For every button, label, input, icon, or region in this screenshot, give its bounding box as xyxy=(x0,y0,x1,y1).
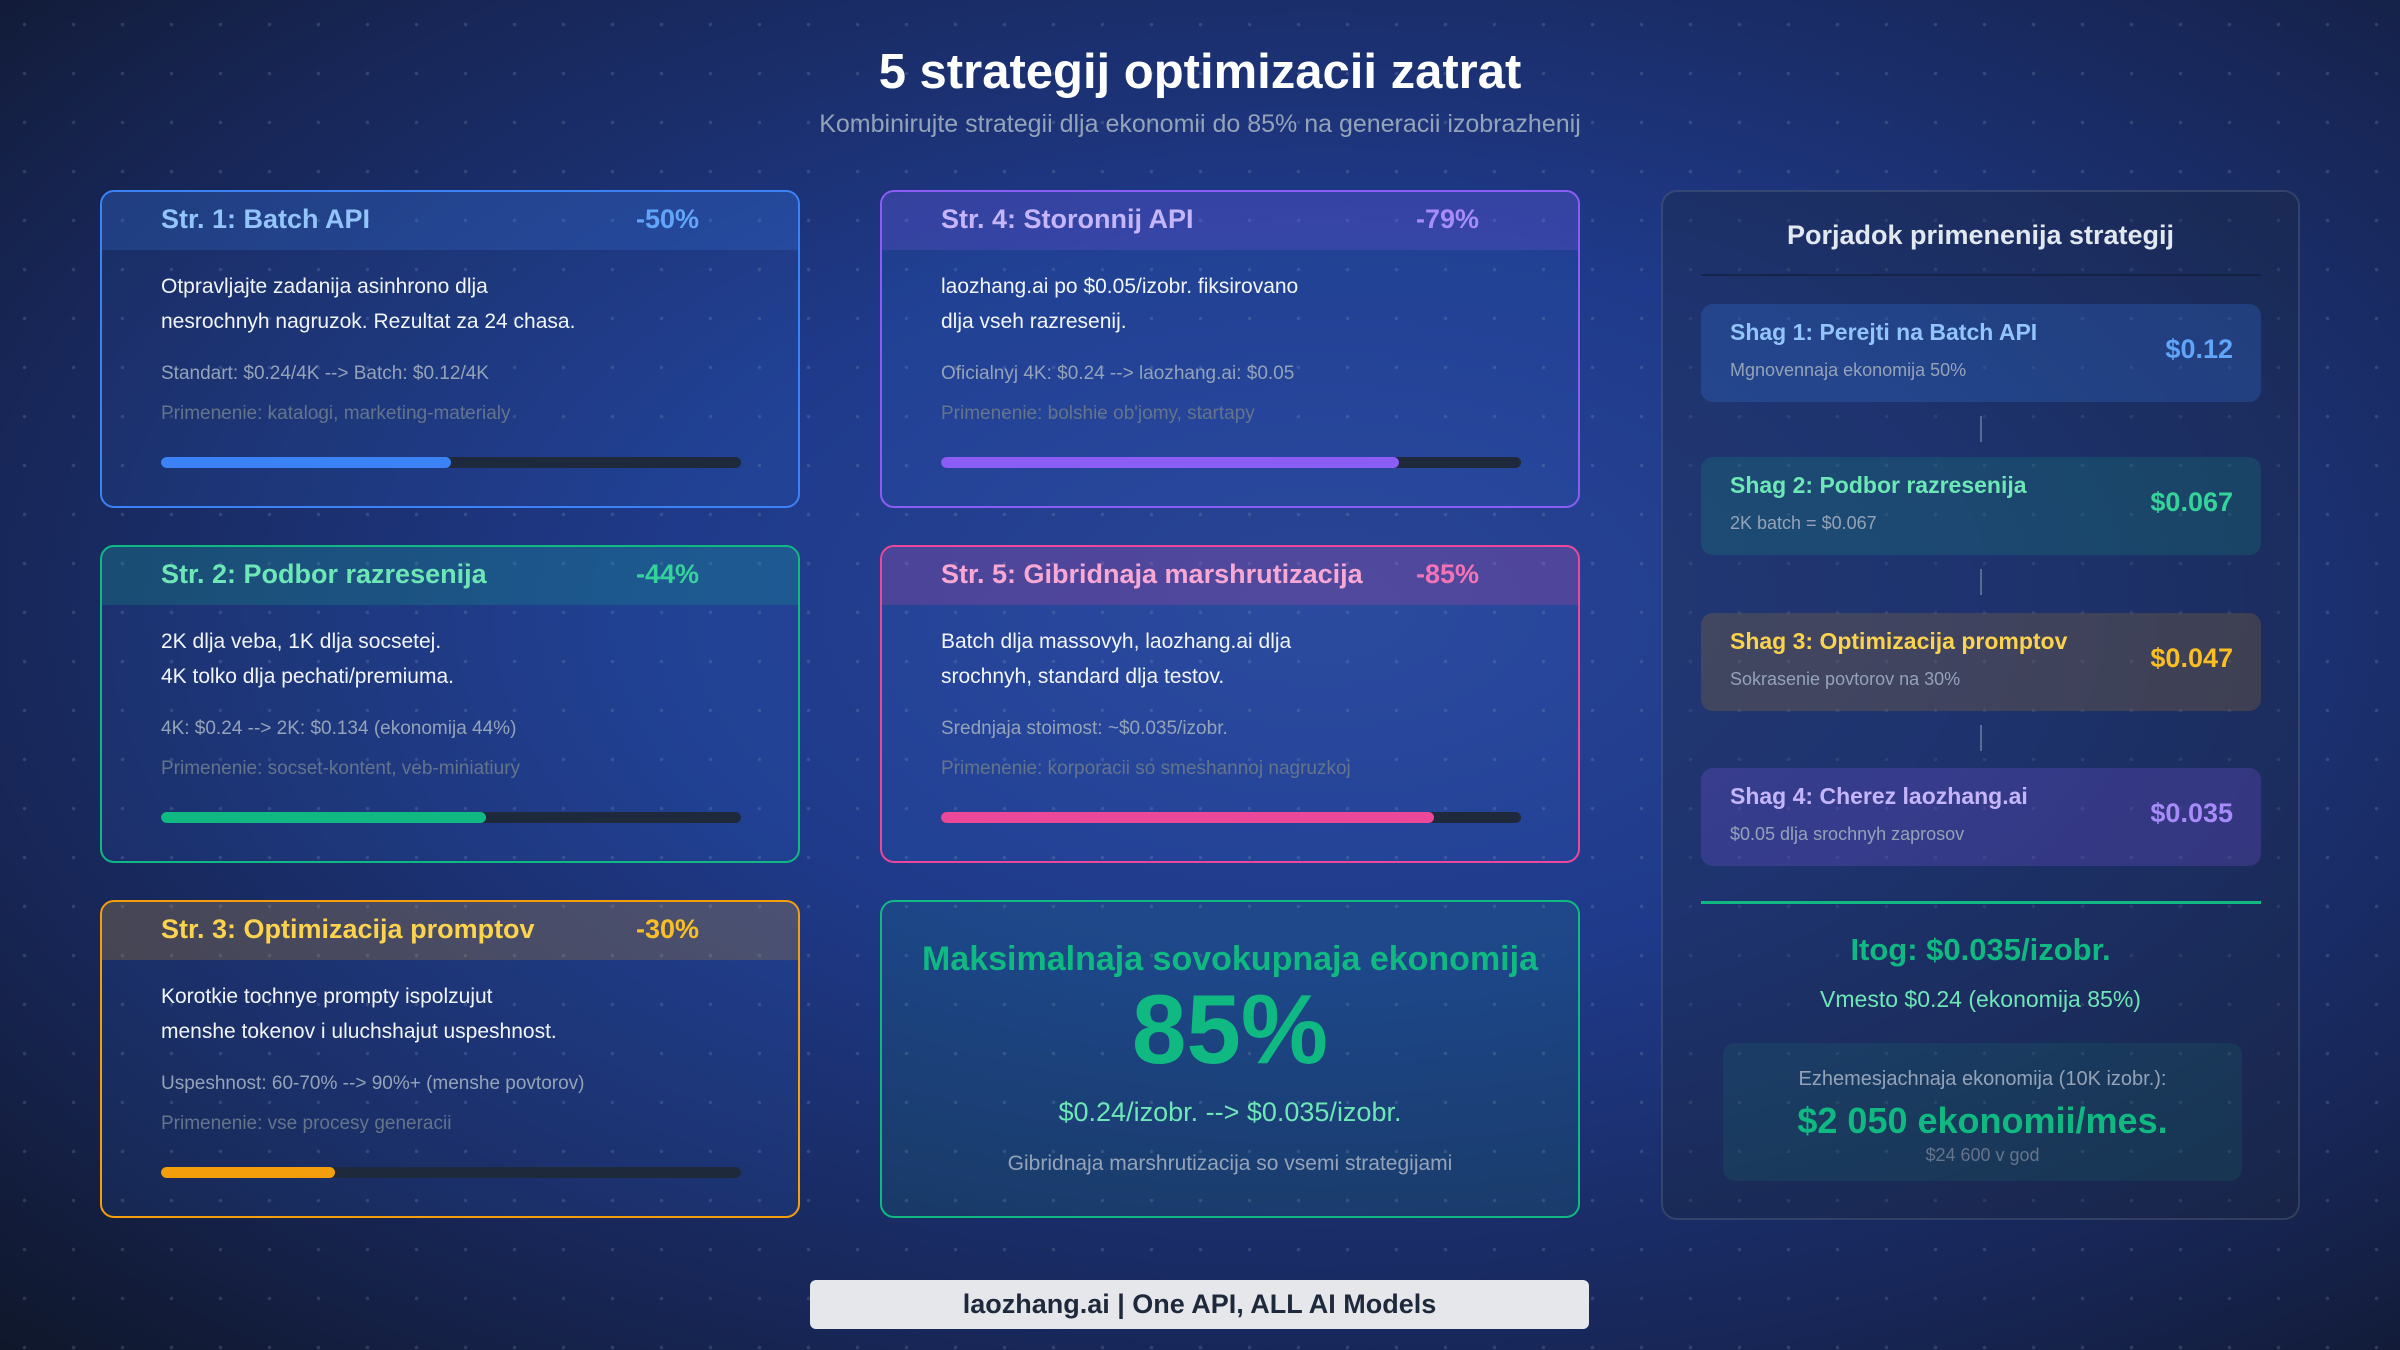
step-connector xyxy=(1980,725,1982,751)
monthly-value: $2 050 ekonomii/mes. xyxy=(1797,1100,2168,1141)
card-header-band xyxy=(882,192,1578,250)
summary-note: Gibridnaja marshrutizacija so vsemi stra… xyxy=(1007,1152,1453,1175)
card-description-line: srochnyh, standard dlja testov. xyxy=(941,665,1225,688)
card-title: Str. 2: Podbor razresenija xyxy=(161,559,487,589)
strategy-card: Str. 2: Podbor razresenija -44% 2K dlja … xyxy=(100,545,800,863)
card-header-band xyxy=(102,192,798,250)
progress-bar xyxy=(161,1167,741,1178)
card-description-line: laozhang.ai po $0.05/izobr. fiksirovano xyxy=(941,275,1299,298)
card-description-line: Otpravljajte zadanija asinhrono dlja xyxy=(161,275,488,298)
card-usage: Primenenie: korporacii so smeshannoj nag… xyxy=(941,758,1351,779)
strategy-card: Str. 4: Storonnij API -79% laozhang.ai p… xyxy=(880,190,1580,508)
progress-bar xyxy=(941,457,1521,468)
card-header-band xyxy=(102,547,798,605)
step-subtitle: 2K batch = $0.067 xyxy=(1730,513,1877,533)
progress-bar xyxy=(161,457,741,468)
instead-text: Vmesto $0.24 (ekonomija 85%) xyxy=(1820,986,2141,1012)
step-item: Shag 2: Podbor razresenija 2K batch = $0… xyxy=(1701,457,2261,555)
summary-heading: Maksimalnaja sovokupnaja ekonomija xyxy=(921,940,1538,978)
card-title: Str. 3: Optimizacija promptov xyxy=(161,914,535,944)
card-detail: Srednjaja stoimost: ~$0.035/izobr. xyxy=(941,718,1228,739)
card-description-line: menshe tokenov i uluchshajut uspeshnost. xyxy=(161,1020,557,1043)
card-detail: Standart: $0.24/4K --> Batch: $0.12/4K xyxy=(161,363,489,384)
card-usage: Primenenie: socset-kontent, veb-miniatiu… xyxy=(161,758,521,779)
step-title: Shag 2: Podbor razresenija xyxy=(1730,472,2027,498)
step-price: $0.047 xyxy=(2150,643,2233,673)
step-title: Shag 4: Cherez laozhang.ai xyxy=(1730,783,2028,809)
progress-fill xyxy=(161,1167,335,1178)
footer-banner: laozhang.ai | One API, ALL AI Models xyxy=(810,1280,1589,1329)
monthly-savings-box: Ezhemesjachnaja ekonomija (10K izobr.): … xyxy=(1723,1043,2242,1181)
page-title: 5 strategij optimizacii zatrat xyxy=(878,45,1522,99)
card-usage: Primenenie: bolshie ob'jomy, startapy xyxy=(941,403,1255,424)
progress-fill xyxy=(161,812,486,823)
card-description-line: 4K tolko dlja pechati/premiuma. xyxy=(161,665,454,688)
card-description-line: dlja vseh razresenij. xyxy=(941,310,1127,333)
step-item: Shag 1: Perejti na Batch API Mgnovennaja… xyxy=(1701,304,2261,402)
card-usage: Primenenie: vse procesy generacii xyxy=(161,1113,452,1134)
step-subtitle: $0.05 dlja srochnyh zaprosov xyxy=(1730,824,1965,844)
total-divider xyxy=(1701,901,2261,904)
page-subtitle: Kombinirujte strategii dlja ekonomii do … xyxy=(819,110,1581,138)
step-title: Shag 1: Perejti na Batch API xyxy=(1730,319,2038,345)
step-price: $0.035 xyxy=(2150,798,2233,828)
monthly-label: Ezhemesjachnaja ekonomija (10K izobr.): xyxy=(1798,1068,2167,1090)
card-title: Str. 5: Gibridnaja marshrutizacija xyxy=(941,559,1363,589)
card-detail: 4K: $0.24 --> 2K: $0.134 (ekonomija 44%) xyxy=(161,718,517,739)
strategy-card: Str. 3: Optimizacija promptov -30% Korot… xyxy=(100,900,800,1218)
card-title: Str. 1: Batch API xyxy=(161,204,371,234)
step-item: Shag 4: Cherez laozhang.ai $0.05 dlja sr… xyxy=(1701,768,2261,866)
panel-title: Porjadok primenenija strategij xyxy=(1786,220,2175,250)
card-percent: -30% xyxy=(636,914,700,944)
step-price: $0.12 xyxy=(2165,334,2233,364)
card-description-line: nesrochnyh nagruzok. Rezultat za 24 chas… xyxy=(161,310,576,333)
strategy-card: Str. 5: Gibridnaja marshrutizacija -85% … xyxy=(880,545,1580,863)
card-detail: Oficialnyj 4K: $0.24 --> laozhang.ai: $0… xyxy=(941,363,1295,384)
summary-prices: $0.24/izobr. --> $0.035/izobr. xyxy=(1058,1097,1402,1127)
yearly-value: $24 600 v god xyxy=(1925,1145,2040,1165)
card-usage: Primenenie: katalogi, marketing-material… xyxy=(161,403,511,424)
strategy-card: Str. 1: Batch API -50% Otpravljajte zada… xyxy=(100,190,800,508)
step-item: Shag 3: Optimizacija promptov Sokrasenie… xyxy=(1701,613,2261,711)
card-header-band xyxy=(102,902,798,960)
progress-fill xyxy=(941,457,1400,468)
card-detail: Uspeshnost: 60-70% --> 90%+ (menshe povt… xyxy=(161,1073,585,1094)
progress-bar xyxy=(161,812,741,823)
card-description-line: 2K dlja veba, 1K dlja socsetej. xyxy=(161,630,442,653)
card-title: Str. 4: Storonnij API xyxy=(941,204,1194,234)
summary-card: Maksimalnaja sovokupnaja ekonomija 85% $… xyxy=(880,900,1580,1218)
step-connector xyxy=(1980,569,1982,595)
card-percent: -44% xyxy=(636,559,700,589)
step-price: $0.067 xyxy=(2150,487,2233,517)
card-header-band xyxy=(882,547,1578,605)
card-description-line: Batch dlja massovyh, laozhang.ai dlja xyxy=(941,630,1292,653)
card-description-line: Korotkie tochnye prompty ispolzujut xyxy=(161,985,493,1008)
total-cost: Itog: $0.035/izobr. xyxy=(1850,932,2111,967)
card-percent: -85% xyxy=(1416,559,1480,589)
card-percent: -50% xyxy=(636,204,700,234)
step-subtitle: Sokrasenie povtorov na 30% xyxy=(1730,669,1961,689)
panel-divider xyxy=(1701,274,2261,276)
step-subtitle: Mgnovennaja ekonomija 50% xyxy=(1730,360,1967,380)
progress-bar xyxy=(941,812,1521,823)
card-percent: -79% xyxy=(1416,204,1480,234)
step-title: Shag 3: Optimizacija promptov xyxy=(1730,628,2068,654)
progress-fill xyxy=(161,457,451,468)
step-connector xyxy=(1980,416,1982,442)
progress-fill xyxy=(941,812,1434,823)
strategy-order-panel: Porjadok primenenija strategij Shag 1: P… xyxy=(1661,190,2300,1220)
summary-value: 85% xyxy=(1131,974,1329,1084)
